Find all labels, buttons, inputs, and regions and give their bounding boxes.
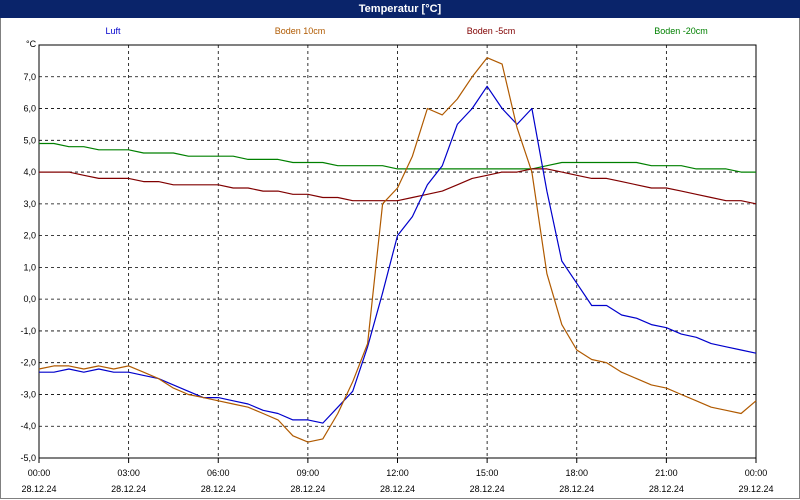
y-tick-label: -2,0 bbox=[20, 358, 36, 368]
legend: Luft Boden 10cm Boden -5cm Boden -20cm bbox=[105, 26, 707, 36]
series-line-1 bbox=[38, 57, 757, 443]
y-tick-label: 0,0 bbox=[23, 294, 36, 304]
x-tick-date: 28.12.24 bbox=[470, 484, 505, 494]
x-tick-date: 28.12.24 bbox=[380, 484, 415, 494]
series-line-3 bbox=[39, 142, 756, 173]
x-tick-date: 28.12.24 bbox=[649, 484, 684, 494]
x-tick-time: 18:00 bbox=[565, 468, 588, 478]
y-tick-label: -3,0 bbox=[20, 389, 36, 399]
x-tick-date: 29.12.24 bbox=[738, 484, 773, 494]
legend-entry: Boden -20cm bbox=[654, 26, 708, 36]
window-title: Temperatur [°C] bbox=[0, 0, 800, 18]
y-tick-label: 1,0 bbox=[23, 262, 36, 272]
y-axis-label: °C bbox=[26, 39, 37, 49]
x-tick-time: 12:00 bbox=[386, 468, 409, 478]
x-tick-time: 15:00 bbox=[476, 468, 499, 478]
x-tick-date: 28.12.24 bbox=[559, 484, 594, 494]
series-lines bbox=[38, 57, 757, 443]
y-tick-label: -1,0 bbox=[20, 326, 36, 336]
x-tick-date: 28.12.24 bbox=[290, 484, 325, 494]
x-tick-time: 09:00 bbox=[297, 468, 320, 478]
x-tick-time: 00:00 bbox=[745, 468, 768, 478]
y-tick-label: 2,0 bbox=[23, 231, 36, 241]
y-axis: -5,0 -4,0 -3,0 -2,0 -1,0 0,0 1,0 2,0 3,0 4,0 5,0 6,… bbox=[20, 72, 36, 463]
y-tick-label: 3,0 bbox=[23, 199, 36, 209]
x-tick-time: 06:00 bbox=[207, 468, 230, 478]
x-tick-date: 28.12.24 bbox=[111, 484, 146, 494]
x-axis: 00:00 28.12.24 03:00 28.12.24 06:00 28.12.24 0… bbox=[21, 458, 774, 494]
x-tick-time: 21:00 bbox=[655, 468, 678, 478]
x-tick-date: 28.12.24 bbox=[21, 484, 56, 494]
y-tick-label: 7,0 bbox=[23, 72, 36, 82]
legend-entry: Boden -5cm bbox=[467, 26, 516, 36]
legend-entry: Boden 10cm bbox=[275, 26, 326, 36]
x-tick-time: 03:00 bbox=[117, 468, 140, 478]
y-tick-label: -5,0 bbox=[20, 453, 36, 463]
grid bbox=[39, 45, 756, 459]
x-tick-time: 00:00 bbox=[28, 468, 51, 478]
y-tick-label: 6,0 bbox=[23, 104, 36, 114]
series-line-2 bbox=[39, 168, 757, 205]
y-tick-label: 4,0 bbox=[23, 167, 36, 177]
y-tick-label: -4,0 bbox=[20, 421, 36, 431]
x-tick-date: 28.12.24 bbox=[201, 484, 236, 494]
legend-entry: Luft bbox=[105, 26, 121, 36]
y-tick-label: 5,0 bbox=[23, 135, 36, 145]
